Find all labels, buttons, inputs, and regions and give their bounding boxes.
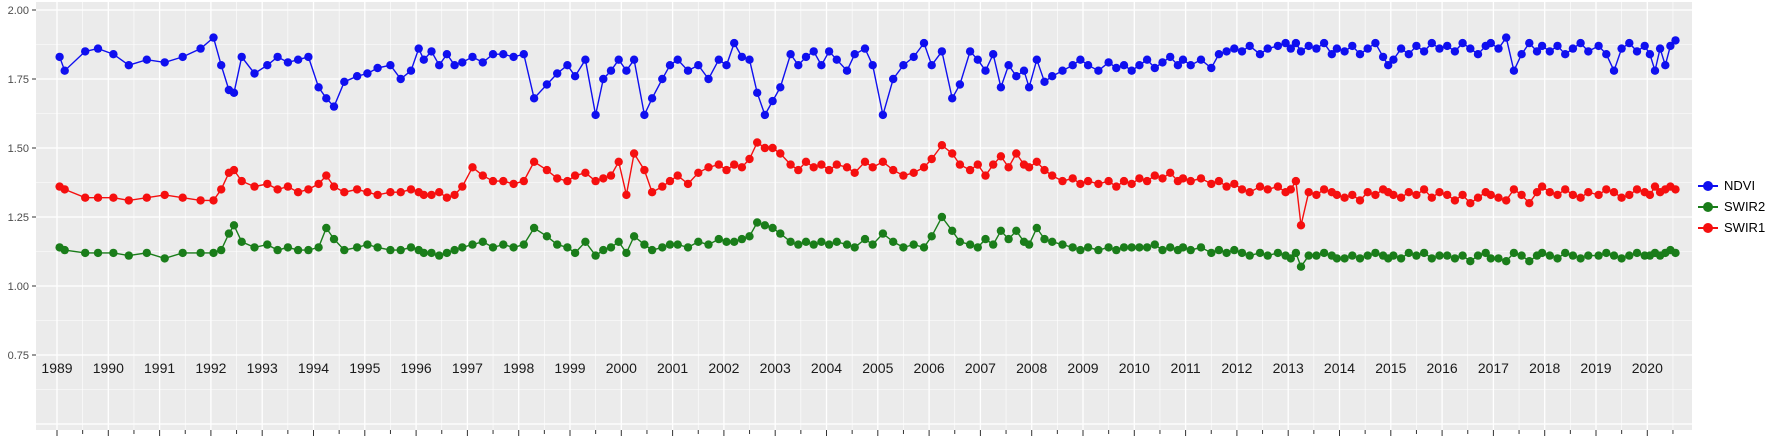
legend-key-ndvi-icon [1698,179,1718,193]
legend-item-swir1: SWIR1 [1698,218,1765,238]
x-axis-label: 2020 [1632,360,1663,376]
grid-major [36,2,1692,430]
y-axis-label: 1.00 [8,281,29,293]
x-axis-label: 1989 [41,360,72,376]
legend-key-swir1-icon [1698,221,1718,235]
x-axis-label: 2006 [914,360,945,376]
x-axis-label: 1999 [554,360,585,376]
x-axis-label: 2011 [1171,360,1201,376]
series-points-ndvi [55,33,1680,120]
x-axis-label: 1998 [503,360,534,376]
legend-label-swir2: SWIR2 [1724,199,1766,214]
x-axis-label: 1997 [452,360,483,376]
x-axis-label: 2019 [1580,360,1611,376]
x-axis: 1989 1990 1991 1992 1993 1994 1995 1996 1997 1998… [41,360,1674,436]
x-axis-label: 1991 [144,360,175,376]
x-axis-label: 1992 [195,360,226,376]
legend-item-swir2: SWIR2 [1698,197,1765,217]
legend-label-swir1: SWIR1 [1724,220,1766,235]
legend-item-ndvi: NDVI [1698,176,1765,196]
x-axis-label: 2018 [1529,360,1560,376]
x-axis-label: 2008 [1016,360,1047,376]
x-axis-label: 2013 [1273,360,1304,376]
x-axis-label: 1990 [93,360,124,376]
y-axis: 2.00 1.75 1.50 1.25 1.00 0.75 [8,5,36,362]
x-axis-label: 2002 [708,360,739,376]
x-axis-label: 2012 [1221,360,1252,376]
y-axis-label: 1.50 [8,143,29,155]
x-axis-label: 1994 [298,360,329,376]
x-axis-label: 1996 [401,360,432,376]
series-points-swir1 [55,138,1680,230]
x-axis-label: 2004 [811,360,842,376]
x-axis-label: 2005 [862,360,893,376]
x-axis-label: 1995 [349,360,380,376]
x-axis-label: 2009 [1067,360,1098,376]
x-axis-label: 2017 [1478,360,1509,376]
x-axis-label: 2007 [965,360,996,376]
legend-key-swir2-icon [1698,200,1718,214]
series-points-swir2 [55,212,1680,271]
chart-legend: NDVI SWIR2 SWIR1 [1698,176,1765,238]
x-axis-label: 2015 [1375,360,1406,376]
x-axis-label: 2001 [657,360,688,376]
x-axis-label: 2014 [1324,360,1355,376]
x-axis-label: 1993 [247,360,278,376]
legend-label-ndvi: NDVI [1724,178,1756,193]
y-axis-label: 0.75 [8,350,29,362]
x-axis-label: 2010 [1119,360,1150,376]
plot-panel [36,2,1692,430]
x-axis-label: 2000 [606,360,637,376]
y-axis-label: 2.00 [8,5,29,17]
y-axis-label: 1.25 [8,212,29,224]
x-axis-label: 2003 [760,360,791,376]
y-axis-label: 1.75 [8,74,29,86]
x-axis-label: 2016 [1427,360,1458,376]
